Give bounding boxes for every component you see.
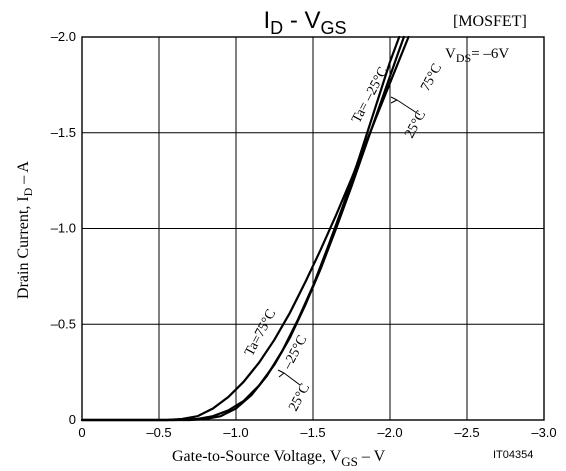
device-tag: [MOSFET] [453,13,527,30]
x-tick-label: –2.5 [454,425,479,440]
series-group [80,35,410,422]
x-tick-label: 0 [78,425,85,440]
annotation-ta75-lower: Ta=75°C [242,307,279,359]
condition-label: VDS= –6V [445,46,509,65]
x-tick-label: –1.5 [300,425,325,440]
x-tick-label: –0.5 [146,425,171,440]
y-tick-labels: 0 –0.5 –1.0 –1.5 –2.0 [51,29,76,427]
y-axis-label: Drain Current, ID – A [15,161,35,299]
x-tick-label: –2.0 [377,425,402,440]
annotation-arrow-lower [277,369,301,386]
y-tick-label: –1.0 [51,221,76,236]
annotation-25c-lower: 25°C [286,381,313,414]
grid [82,37,544,420]
y-tick-label: –2.0 [51,29,76,44]
annotation-75c-upper: 75°C [418,61,445,94]
y-tick-label: –0.5 [51,316,76,331]
chart-title: ID - VGS [263,7,346,38]
plot-frame [81,36,545,421]
series-line-2 [80,35,410,422]
x-tick-label: –1.0 [223,425,248,440]
y-tick-label: 0 [69,412,76,427]
x-axis-label: Gate-to-Source Voltage, VGS – V [172,448,386,469]
annotation-minus25-lower: –25°C [280,333,311,373]
x-tick-label: –3.0 [531,425,556,440]
y-tick-label: –1.5 [51,125,76,140]
annotation-arrow-upper [390,96,421,116]
figure-id: IT04354 [493,449,533,461]
x-tick-labels: 0 –0.5 –1.0 –1.5 –2.0 –2.5 –3.0 [78,425,556,440]
annotation-25c-upper: 25°C [402,108,429,141]
